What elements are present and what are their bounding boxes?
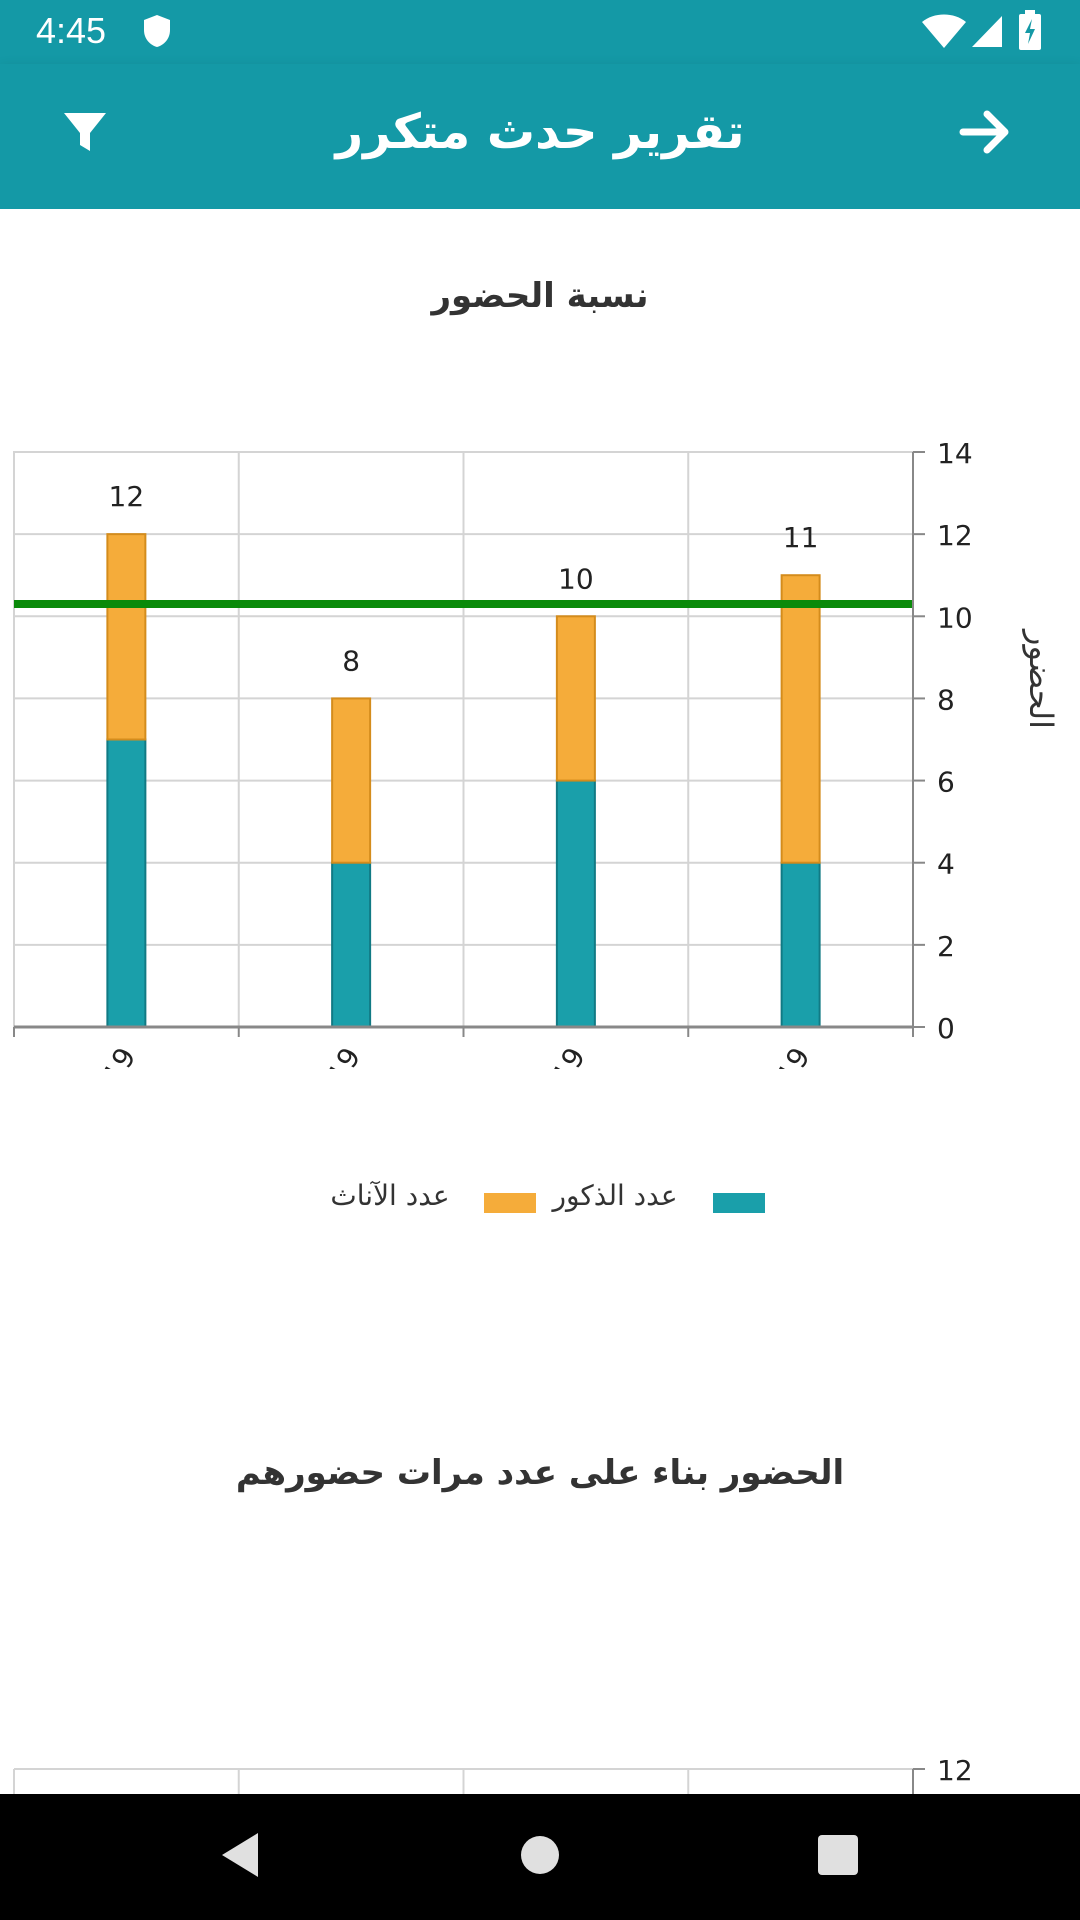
chart1-xtick-label: 05/04/2019 — [33, 1042, 142, 1069]
legend-swatch-female — [484, 1193, 536, 1213]
chart1-xtick-label: 22/03/2019 — [483, 1042, 592, 1069]
arrow-forward-icon — [959, 109, 1011, 159]
frequency-chart: 1210 — [13, 1754, 973, 1794]
bar-total-label: 8 — [342, 644, 360, 677]
report-content[interactable]: نسبة الحضور 12 05/04/2019 8 29/03/2019 10 22/… — [0, 209, 1080, 1794]
page-title: تقرير حدث متكرر — [335, 104, 745, 160]
bar-female — [780, 574, 821, 864]
chart1-ytick-label: 12 — [937, 519, 973, 552]
shield-icon — [142, 14, 172, 52]
nav-back-icon — [218, 1831, 262, 1883]
chart1-ytick-label: 4 — [937, 848, 955, 881]
chart1-ytick-label: 6 — [937, 766, 955, 799]
bar-total-label: 11 — [783, 521, 819, 554]
bar-male — [555, 779, 596, 1029]
legend-label-male: عدد الذكور — [552, 1179, 678, 1212]
nav-recents-button[interactable] — [803, 1822, 873, 1892]
navigation-bar — [0, 1794, 1080, 1920]
bar-total-label: 10 — [558, 562, 594, 595]
bar-male — [106, 738, 147, 1028]
chart1-ytick-label: 14 — [937, 437, 973, 470]
nav-home-button[interactable] — [505, 1822, 575, 1892]
chart1-ytick-label: 8 — [937, 683, 955, 716]
chart1-xtick-label: 29/03/2019 — [258, 1042, 367, 1069]
nav-home-icon — [520, 1835, 560, 1879]
forward-button[interactable] — [940, 89, 1030, 179]
status-bar: 4:45 — [0, 0, 1080, 64]
filter-button[interactable] — [40, 89, 130, 179]
attendance-chart: 12 05/04/2019 8 29/03/2019 10 22/03/2019 11 15/… — [13, 437, 1060, 1069]
bar-total-label: 12 — [109, 480, 145, 513]
battery-icon — [1018, 10, 1042, 54]
chart1-ytick-label: 10 — [937, 601, 973, 634]
chart1-legend: عدد الذكور عدد الآناث — [0, 1179, 1080, 1229]
chart1-ytick-label: 2 — [937, 930, 955, 963]
filter-icon — [62, 109, 108, 159]
wifi-icon — [922, 14, 966, 52]
chart1-ylabel: الحضور — [1022, 628, 1060, 729]
chart1-ytick-label: 0 — [937, 1012, 955, 1045]
bar-male — [331, 861, 372, 1029]
bar-female — [106, 533, 147, 741]
bar-female — [331, 697, 372, 864]
nav-back-button[interactable] — [205, 1822, 275, 1892]
status-time: 4:45 — [36, 10, 107, 51]
bar-female — [555, 615, 596, 782]
chart1-title: نسبة الحضور — [431, 276, 649, 316]
legend-label-female: عدد الآناث — [330, 1179, 450, 1212]
chart2-ytick-label: 12 — [937, 1754, 973, 1787]
bar-male — [780, 861, 821, 1029]
chart2-title: الحضور بناء على عدد مرات حضورهم — [235, 1453, 845, 1493]
nav-recents-icon — [817, 1834, 859, 1880]
chart1-xtick-label: 15/03/2019 — [707, 1042, 816, 1069]
app-bar: تقرير حدث متكرر — [0, 64, 1080, 209]
legend-swatch-male — [713, 1193, 765, 1213]
signal-icon — [970, 14, 1004, 52]
